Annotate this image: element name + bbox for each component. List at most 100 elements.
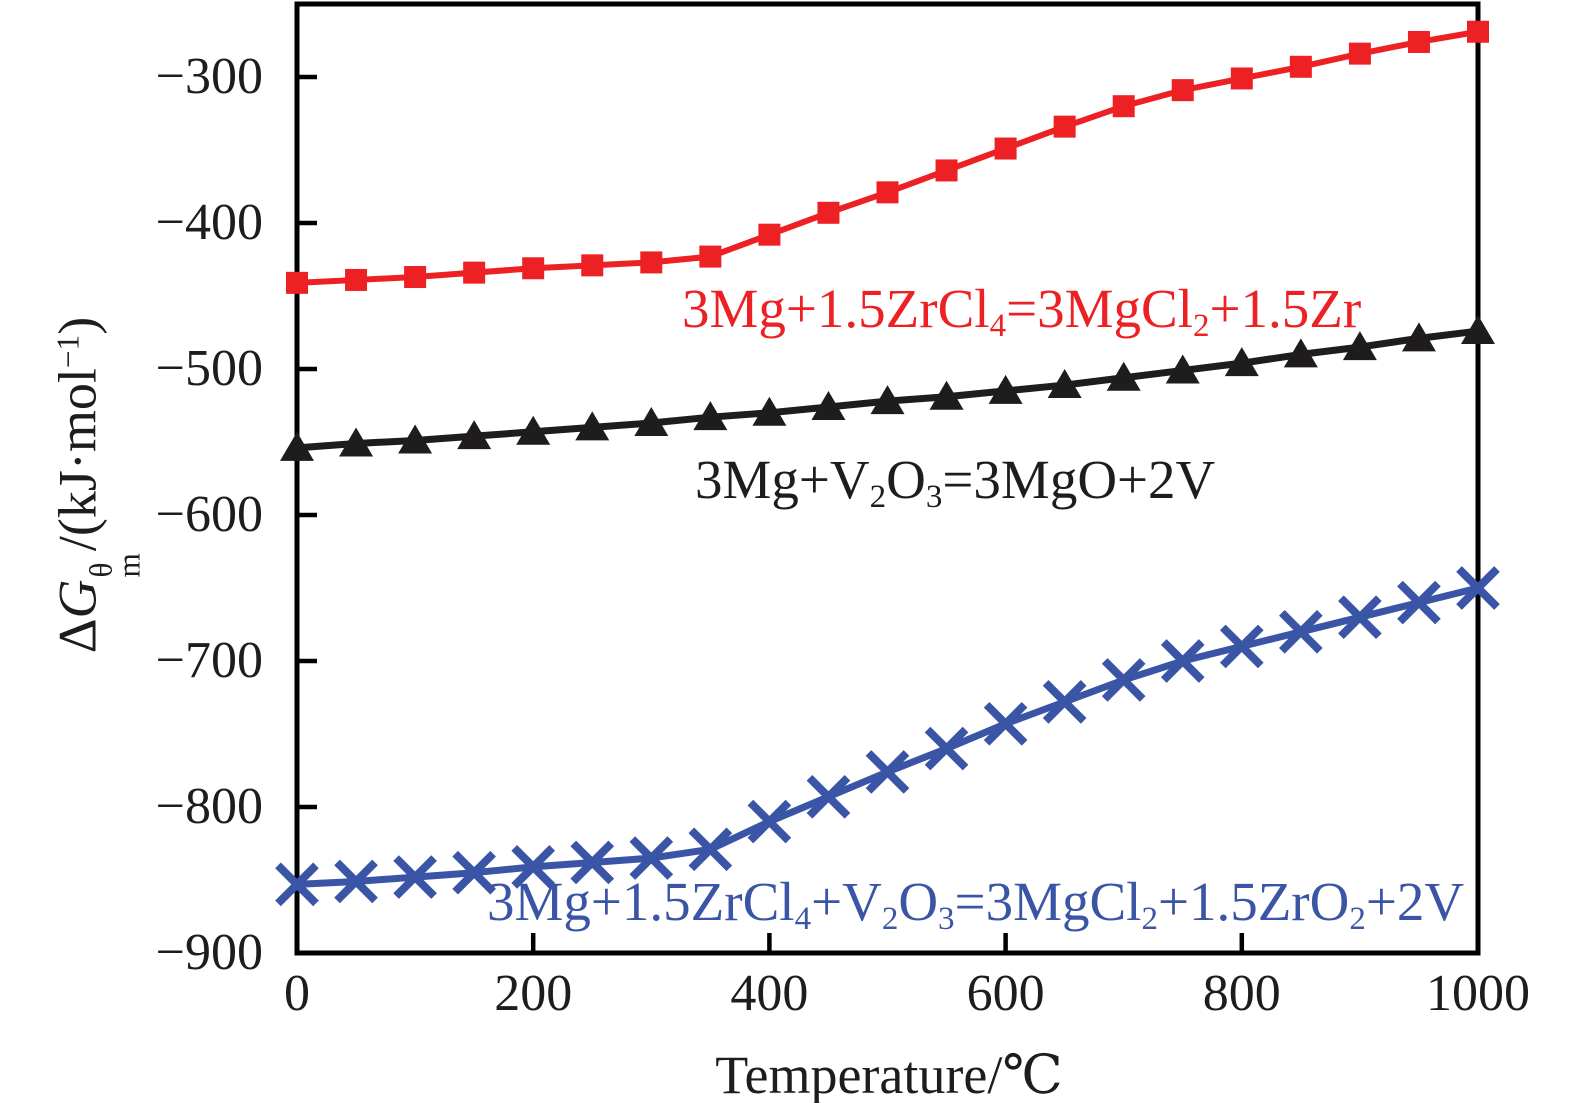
marker-x [1101,658,1146,702]
marker-triangle [634,407,669,437]
marker-triangle [1342,331,1377,361]
formula-segment: =3MgO+2V [942,449,1216,510]
marker-x [1042,680,1087,724]
y-tick-label: −700 [155,632,263,689]
marker-x [747,799,792,844]
marker-x [452,850,496,895]
marker-x [1456,566,1500,610]
marker-triangle [811,390,846,420]
marker-triangle [752,396,787,426]
y-axis-title: ΔG θ m/(kJ·mol−1) [47,316,148,654]
formula-segment: 3Mg+V [695,449,870,510]
marker-triangle [1401,322,1436,352]
marker-triangle [575,411,610,441]
y-tick-label: −600 [155,486,263,543]
marker-triangle [516,415,551,445]
formula-segment: +2V [1365,871,1465,932]
y-title-units: /(kJ·mol [47,368,108,552]
y-title-exponent: −1 [50,334,86,369]
marker-square [876,181,899,204]
marker-triangle [398,424,433,454]
plot-frame [294,1,1481,956]
formula-subscript: 2 [881,901,899,938]
marker-x [865,750,910,794]
marker-x [275,862,319,907]
marker-square [1348,42,1371,65]
x-tick-label: 400 [730,965,809,1022]
marker-x [983,701,1028,746]
formula-subscript: 2 [1192,308,1210,345]
marker-square [699,245,722,268]
marker-square [522,257,545,280]
marker-triangle [929,380,964,410]
series-label-reaction-combined: 3Mg+1.5ZrCl4+V2O3=3MgCl2+1.5ZrO2+2V [487,871,1465,938]
y-tick-label: −800 [155,778,263,835]
marker-square [1053,115,1076,138]
marker-x [1279,609,1323,654]
y-title-subscript: m [112,553,148,578]
y-tick-label: −500 [155,340,263,397]
marker-triangle [1283,338,1318,368]
marker-x [570,840,615,885]
y-title-delta: Δ [47,618,108,654]
marker-triangle [457,420,492,450]
x-axis-title: Temperature/℃ [715,1045,1063,1103]
marker-square [1407,30,1430,53]
marker-square [758,223,781,246]
x-tick-label: 600 [966,965,1045,1022]
marker-x [511,845,556,889]
marker-square [404,266,427,289]
marker-square [581,254,604,277]
marker-x [629,836,674,880]
formula-segment: 3Mg+1.5ZrCl [682,278,990,339]
marker-square [1112,95,1135,118]
marker-x [806,774,851,819]
marker-triangle [693,401,728,431]
marker-triangle [1047,369,1082,399]
marker-square [817,201,840,224]
marker-x [1397,580,1441,625]
marker-triangle [339,427,374,457]
marker-square [935,159,958,182]
y-title-close-paren: ) [47,316,108,335]
marker-square [1289,55,1312,78]
marker-square [640,251,663,274]
marker-triangle [1165,354,1200,384]
marker-x [393,855,437,899]
formula-segment: +1.5ZrO [1157,871,1350,932]
formula-subscript: 4 [794,901,812,938]
formula-subscript: 4 [989,308,1007,345]
marker-square [1467,20,1489,43]
marker-square [286,271,308,294]
marker-triangle [1224,347,1259,377]
marker-x [334,859,378,904]
y-title-symbol: G [47,579,108,619]
formula-segment: +1.5Zr [1209,278,1362,339]
y-tick-label: −400 [155,194,263,251]
marker-x [1338,595,1382,640]
formula-segment: =3MgCl [1006,278,1193,339]
x-tick-label: 800 [1202,965,1281,1022]
formula-subscript: 2 [1349,901,1366,938]
series-label-reaction-zrcl4: 3Mg+1.5ZrCl4=3MgCl2+1.5Zr [682,278,1362,345]
formula-segment: 3Mg+1.5ZrCl [487,871,795,932]
marker-square [994,137,1017,160]
formula-subscript: 2 [869,479,887,516]
formula-segment: O [886,449,926,510]
marker-x [688,827,733,872]
marker-square [1230,67,1253,90]
x-tick-label: 0 [284,965,310,1022]
formula-segment: =3MgCl [954,871,1142,932]
formula-subscript: 2 [1141,901,1158,938]
marker-x [1160,639,1205,683]
marker-square [345,268,368,291]
marker-triangle [1106,361,1141,391]
x-tick-label: 1000 [1426,965,1530,1022]
marker-triangle [1461,315,1495,345]
formula-segment: +V [811,871,882,932]
series-label-reaction-v2o3: 3Mg+V2O3=3MgO+2V [695,449,1216,516]
marker-x [1219,624,1264,669]
marker-x [924,726,969,771]
